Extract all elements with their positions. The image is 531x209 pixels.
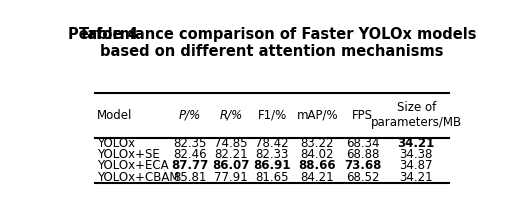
Text: Table 4: Table 4	[79, 27, 138, 42]
Text: F1/%: F1/%	[258, 109, 287, 122]
Text: 84.21: 84.21	[301, 171, 334, 184]
Text: YOLOx: YOLOx	[97, 137, 135, 150]
Text: 68.34: 68.34	[346, 137, 380, 150]
Text: 82.35: 82.35	[173, 137, 207, 150]
Text: 85.81: 85.81	[173, 171, 207, 184]
Text: 82.33: 82.33	[255, 148, 289, 161]
Text: YOLOx+CBAM: YOLOx+CBAM	[97, 171, 179, 184]
Text: mAP/%: mAP/%	[297, 109, 338, 122]
Text: R/%: R/%	[219, 109, 243, 122]
Text: 34.21: 34.21	[399, 171, 433, 184]
Text: FPS: FPS	[352, 109, 373, 122]
Text: 82.21: 82.21	[214, 148, 248, 161]
Text: 83.22: 83.22	[301, 137, 334, 150]
Text: Model: Model	[97, 109, 133, 122]
Text: Performance comparison of Faster YOLOx models
based on different attention mecha: Performance comparison of Faster YOLOx m…	[68, 27, 476, 59]
Text: 88.66: 88.66	[298, 159, 336, 172]
Text: 34.87: 34.87	[399, 159, 433, 172]
Text: P/%: P/%	[179, 109, 201, 122]
Text: 87.77: 87.77	[171, 159, 209, 172]
Text: 34.38: 34.38	[399, 148, 433, 161]
Text: 77.91: 77.91	[214, 171, 248, 184]
Text: YOLOx+ECA: YOLOx+ECA	[97, 159, 169, 172]
Text: 68.52: 68.52	[346, 171, 380, 184]
Text: 84.02: 84.02	[301, 148, 334, 161]
Text: 82.46: 82.46	[173, 148, 207, 161]
Text: 86.91: 86.91	[253, 159, 291, 172]
Text: 81.65: 81.65	[255, 171, 289, 184]
Text: 74.85: 74.85	[214, 137, 248, 150]
Text: 78.42: 78.42	[255, 137, 289, 150]
Text: Size of
parameters/MB: Size of parameters/MB	[371, 101, 462, 129]
Text: 86.07: 86.07	[212, 159, 250, 172]
Text: 73.68: 73.68	[344, 159, 381, 172]
Text: 34.21: 34.21	[398, 137, 435, 150]
Text: YOLOx+SE: YOLOx+SE	[97, 148, 160, 161]
Text: 68.88: 68.88	[346, 148, 379, 161]
